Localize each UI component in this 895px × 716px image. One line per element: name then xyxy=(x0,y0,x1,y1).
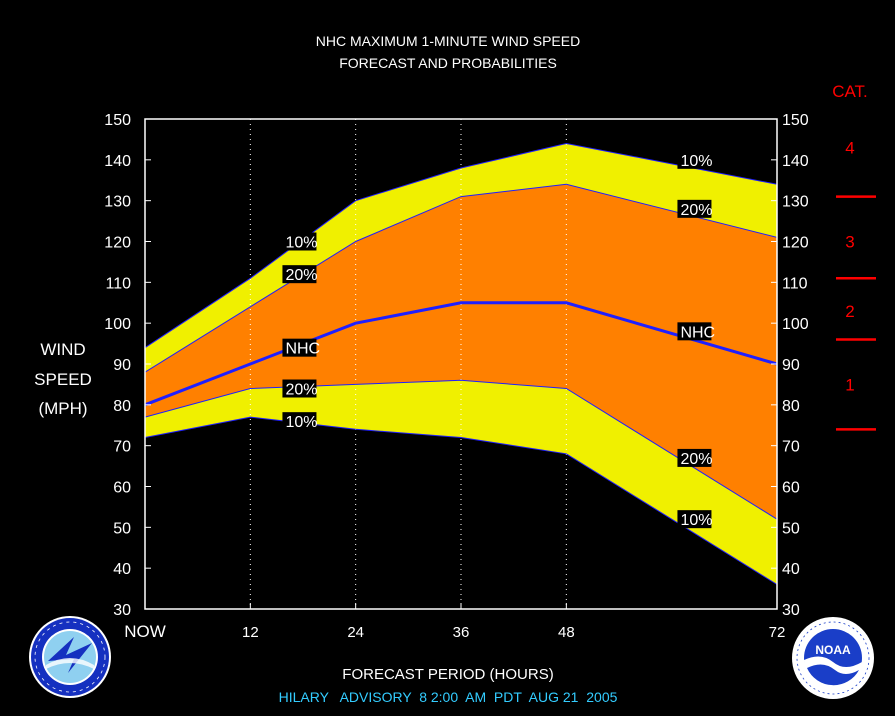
chart-title: NHC MAXIMUM 1-MINUTE WIND SPEED xyxy=(316,33,580,49)
y-axis-label-line-2: SPEED xyxy=(34,370,92,389)
y-tick-label-left: 70 xyxy=(113,439,131,456)
category-title: CAT. xyxy=(832,82,868,101)
y-tick-label-left: 120 xyxy=(104,235,131,252)
label-background xyxy=(677,510,712,529)
label-background xyxy=(282,379,317,398)
y-tick-label-right: 120 xyxy=(782,235,809,252)
category-scale: CAT. 4 3 2 1 xyxy=(832,82,876,431)
series-line-upper-20 xyxy=(144,183,778,373)
annotation-label-10: 10% xyxy=(677,150,712,170)
y-tick-label-left: 150 xyxy=(104,112,131,129)
x-axis-label: FORECAST PERIOD (HOURS) xyxy=(342,666,553,683)
y-tick-label-right: 130 xyxy=(782,194,809,211)
band-20-percent xyxy=(145,184,777,520)
y-tick-label-left: 50 xyxy=(113,520,131,537)
label-text: NHC xyxy=(680,324,715,341)
y-tick-label-right: 30 xyxy=(782,602,800,619)
annotation-label-NHC: NHC xyxy=(677,322,715,341)
label-background xyxy=(677,199,712,218)
annotation-label-10: 10% xyxy=(282,232,317,252)
label-background xyxy=(282,338,317,357)
series-lines xyxy=(144,142,778,585)
x-tick-label: NOW xyxy=(124,622,166,641)
annotation-label-20: 20% xyxy=(282,379,317,399)
series-line-upper-10 xyxy=(144,142,778,349)
annotation-label-20: 20% xyxy=(282,265,317,284)
y-tick-label-left: 30 xyxy=(113,602,131,619)
x-tick-label: 72 xyxy=(769,624,786,641)
category-label: 3 xyxy=(845,233,854,252)
y-tick-label-right: 150 xyxy=(782,112,809,129)
y-tick-label-left: 130 xyxy=(104,194,131,211)
label-background xyxy=(677,322,712,341)
annotation-label-10: 10% xyxy=(677,510,712,529)
label-text: 10% xyxy=(680,153,712,170)
noaa-logo: NOAA xyxy=(792,617,874,699)
y-tick-label-left: 140 xyxy=(104,153,131,170)
x-tick-label: 12 xyxy=(242,624,259,641)
label-background xyxy=(677,150,712,169)
y-tick-label-left: 60 xyxy=(113,480,131,497)
nws-logo xyxy=(29,616,111,698)
series-line-lower-10 xyxy=(144,416,778,585)
y-tick-label-right: 90 xyxy=(782,357,800,374)
label-background xyxy=(282,232,317,251)
svg-text:NOAA: NOAA xyxy=(815,643,851,657)
y-tick-label-right: 80 xyxy=(782,398,800,415)
category-label: 2 xyxy=(845,302,854,321)
y-tick-label-right: 140 xyxy=(782,153,809,170)
label-text: 10% xyxy=(285,235,317,252)
x-tick-label: 24 xyxy=(347,624,364,641)
y-axis-label-line-1: WIND xyxy=(40,340,85,359)
x-tick-label: 36 xyxy=(453,624,470,641)
label-text: 20% xyxy=(285,382,317,399)
y-tick-label-left: 100 xyxy=(104,316,131,333)
y-tick-label-left: 90 xyxy=(113,357,131,374)
y-tick-label-left: 40 xyxy=(113,561,131,578)
chart-subtitle: FORECAST AND PROBABILITIES xyxy=(339,55,557,71)
label-background xyxy=(677,448,712,467)
label-background xyxy=(282,412,317,431)
label-text: 20% xyxy=(680,451,712,468)
label-background xyxy=(282,265,317,284)
series-line-lower-20 xyxy=(144,379,778,520)
label-text: 20% xyxy=(285,267,317,284)
y-axis-label-line-3: (MPH) xyxy=(38,399,87,418)
category-label: 1 xyxy=(845,375,854,394)
y-tick-label-right: 110 xyxy=(782,275,808,292)
y-tick-label-right: 50 xyxy=(782,520,800,537)
series-line-nhc xyxy=(144,301,778,407)
y-tick-label-right: 60 xyxy=(782,480,800,497)
x-tick-label: 48 xyxy=(558,624,575,641)
advisory-footer: HILARY ADVISORY 8 2:00 AM PDT AUG 21 200… xyxy=(279,689,618,705)
y-tick-label-right: 70 xyxy=(782,439,800,456)
label-text: 10% xyxy=(285,414,317,431)
annotation-label-NHC: NHC xyxy=(282,338,320,358)
y-tick-label-left: 110 xyxy=(105,275,131,292)
axes: 30 30 40 40 50 50 60 60 70 70 80 80 90 90 100 100 110 110… xyxy=(104,112,809,641)
label-text: NHC xyxy=(285,341,320,358)
y-tick-label-right: 100 xyxy=(782,316,809,333)
annotation-label-10: 10% xyxy=(282,412,317,431)
annotation-label-20: 20% xyxy=(677,199,712,219)
y-tick-label-right: 40 xyxy=(782,561,800,578)
annotation-label-20: 20% xyxy=(677,448,712,468)
category-label: 4 xyxy=(845,139,854,158)
y-tick-label-left: 80 xyxy=(113,398,131,415)
label-text: 20% xyxy=(680,202,712,219)
label-text: 10% xyxy=(680,512,712,529)
annotations: 10% 20% NHC 20% 10% 10% 20% NHC 20% 10% xyxy=(282,150,715,529)
